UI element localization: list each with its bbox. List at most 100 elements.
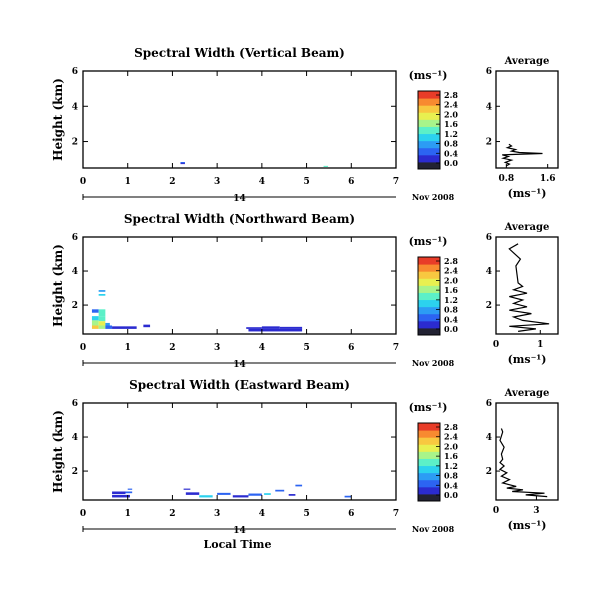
x-tick-label: 5 [303,177,309,187]
average-y-tick-label: 2 [486,301,492,311]
x-tick-label: 5 [303,509,309,519]
heatmap-cell [288,494,296,496]
heatmap-cell [125,326,137,329]
y-tick-label: 6 [72,399,78,409]
x-tick-label: 7 [393,509,399,519]
y-tick-label: 4 [72,102,78,112]
x-tick-label: 5 [303,343,309,353]
colorbar-segment [418,493,440,502]
heatmap-cell [185,492,200,495]
colorbar-tick-label: 2.4 [444,432,458,442]
colorbar-segment [418,472,440,481]
colorbar-segment [418,458,440,467]
y-axis-label: Height (km) [51,410,65,493]
colorbar-segment [418,112,440,120]
colorbar-segment [418,105,440,113]
y-tick-label: 2 [72,467,78,477]
colorbar-segment [418,264,440,272]
average-profile-line [508,243,550,332]
heatmap-cell [275,489,285,492]
colorbar-tick-label: 1.6 [444,285,458,295]
heatmap-cell [91,316,99,321]
colorbar-segment [418,161,440,170]
colorbar-segment [418,257,440,265]
day-label: 14 [233,194,246,204]
heatmap-cell [98,294,106,296]
heatmap-cell [112,326,126,329]
average-frame [495,236,559,335]
average-y-tick-label: 2 [486,138,492,148]
average-title: Average [504,388,550,399]
x-axis-label: Local Time [204,538,272,551]
heatmap-cell [248,328,303,332]
colorbar-tick-label: 0.4 [444,148,458,158]
heatmap-cell [264,493,271,495]
colorbar-segment [418,486,440,495]
date-label: Nov 2008 [412,358,455,368]
x-tick-label: 1 [125,509,131,519]
colorbar-segment [418,430,440,438]
colorbar-segment [418,133,440,142]
plot-frame [82,236,397,335]
heatmap-cell [248,493,262,496]
colorbar-segment [418,140,440,149]
x-tick-label: 4 [259,177,265,187]
heatmap-cell [246,327,262,329]
plot-frame [82,70,397,169]
average-y-tick-label: 6 [486,233,492,243]
panel-title: Spectral Width (Eastward Beam) [129,378,350,392]
colorbar-tick-label: 2.4 [444,100,458,110]
colorbar-tick-label: 2.8 [444,90,458,100]
heatmap-cell [180,163,185,165]
heatmap-cell [199,495,213,498]
heatmap-cell [261,326,280,329]
colorbar-tick-label: 0.0 [444,158,458,168]
heatmap-cell [183,488,191,490]
colorbar-segment [418,479,440,488]
average-x-tick-label: 0.8 [498,174,514,184]
heatmap-cell [105,322,110,326]
colorbar-segment [418,465,440,474]
colorbar-segment [418,98,440,106]
average-x-tick-label: 1.6 [540,174,556,184]
colorbar-tick-label: 2.0 [444,441,458,451]
heatmap-cell [98,290,106,292]
heatmap-cell [112,491,126,495]
panel-title: Spectral Width (Northward Beam) [124,212,355,226]
colorbar-unit-label: (ms⁻¹) [409,401,448,414]
x-tick-label: 1 [125,177,131,187]
y-axis-label: Height (km) [51,78,65,161]
heatmap-cell [105,325,113,329]
colorbar-frame [417,422,441,502]
y-tick-label: 6 [72,233,78,243]
heatmap-cell [279,326,303,329]
colorbar-segment [418,271,440,279]
x-tick-label: 6 [348,343,354,353]
colorbar-tick-label: 1.2 [444,461,458,471]
colorbar-tick-label: 1.2 [444,295,458,305]
average-x-tick-label: 0 [493,506,499,516]
y-tick-label: 2 [72,138,78,148]
average-x-axis-label: (ms⁻¹) [508,519,547,532]
heatmap-cell [98,309,106,317]
average-x-tick-label: 1 [537,340,543,350]
colorbar-tick-label: 0.4 [444,314,458,324]
x-tick-label: 1 [125,343,131,353]
average-x-tick-label: 3 [533,506,539,516]
heatmap-cell [98,321,106,326]
average-x-axis-label: (ms⁻¹) [508,353,547,366]
day-label: 14 [233,360,246,370]
heatmap-cell [143,324,151,328]
colorbar-segment [418,306,440,315]
colorbar-tick-label: 2.4 [444,266,458,276]
heatmap-cell [91,309,99,313]
average-title: Average [504,56,550,67]
colorbar-frame [417,90,441,170]
colorbar-segment [418,437,440,445]
colorbar-segment [418,285,440,293]
colorbar-segment [418,313,440,322]
colorbar-tick-label: 0.8 [444,139,458,149]
colorbar-segment [418,119,440,127]
colorbar-tick-label: 1.6 [444,119,458,129]
